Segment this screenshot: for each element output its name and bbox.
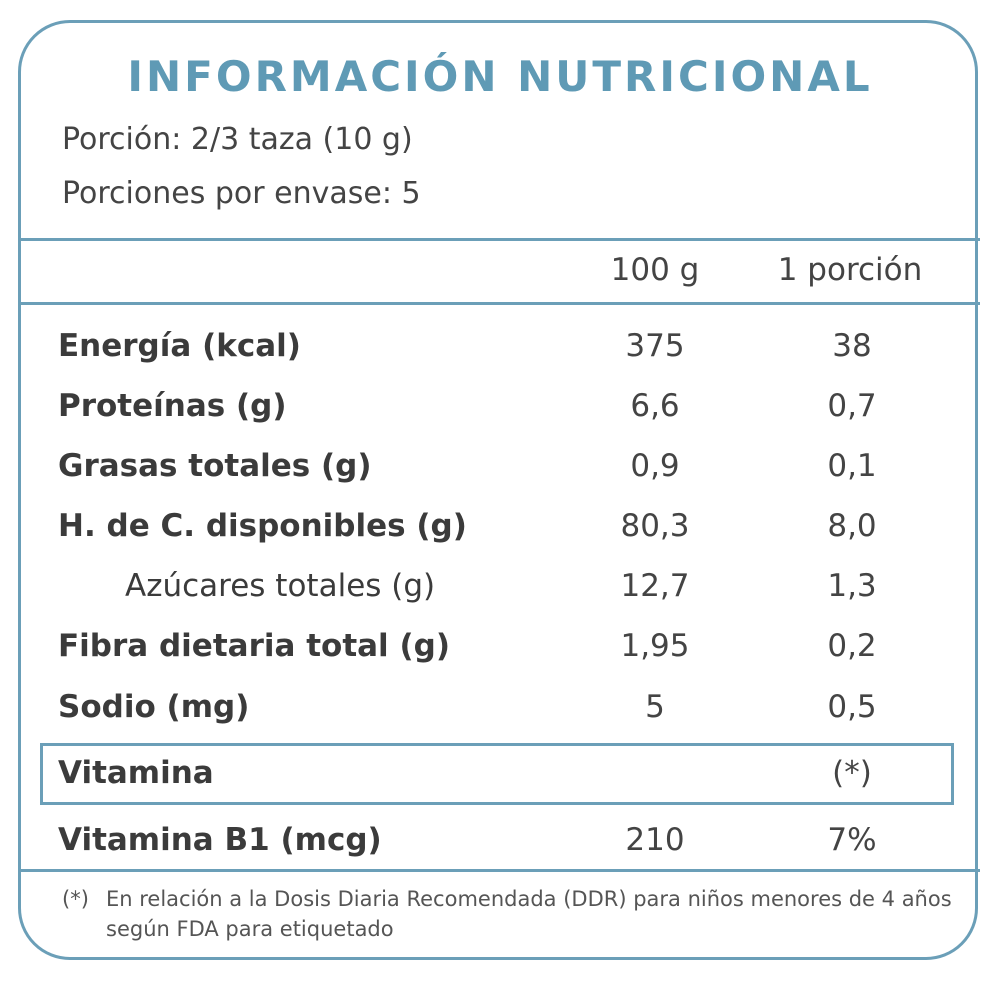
label-frame bbox=[18, 20, 978, 960]
vitamin-row: Vitamina B1 (mcg) 210 7% bbox=[0, 812, 1000, 872]
value-100g: 12,7 bbox=[620, 568, 690, 604]
vitamin-header-label: Vitamina bbox=[58, 755, 214, 791]
nutrient-label: Energía (kcal) bbox=[58, 328, 301, 364]
divider bbox=[18, 238, 980, 241]
nutrient-row: Grasas totales (g) 0,9 0,1 bbox=[0, 438, 1000, 498]
value-100g: 0,9 bbox=[630, 448, 680, 484]
nutrient-label: H. de C. disponibles (g) bbox=[58, 508, 467, 544]
value-100g: 6,6 bbox=[630, 388, 680, 424]
value-100g: 5 bbox=[645, 689, 665, 725]
value-100g: 80,3 bbox=[620, 508, 690, 544]
value-portion: 8,0 bbox=[827, 508, 877, 544]
divider bbox=[18, 869, 980, 872]
value-portion: 38 bbox=[832, 328, 872, 364]
column-header-100g: 100 g bbox=[610, 252, 700, 288]
label-title: INFORMACIÓN NUTRICIONAL bbox=[127, 52, 873, 101]
divider bbox=[18, 302, 980, 305]
value-portion: 0,2 bbox=[827, 628, 877, 664]
value-portion: 7% bbox=[827, 822, 877, 858]
nutrient-subrow: Azúcares totales (g) 12,7 1,3 bbox=[0, 558, 1000, 618]
vitamin-header-note: (*) bbox=[832, 755, 872, 791]
value-100g: 1,95 bbox=[620, 628, 690, 664]
vitamin-header-row: Vitamina (*) bbox=[0, 745, 1000, 805]
nutrient-label: Vitamina B1 (mcg) bbox=[58, 822, 382, 858]
nutrient-row: Sodio (mg) 5 0,5 bbox=[0, 679, 1000, 739]
nutrient-row: H. de C. disponibles (g) 80,3 8,0 bbox=[0, 498, 1000, 558]
footnote-marker: (*) bbox=[62, 887, 89, 911]
nutrient-row: Energía (kcal) 375 38 bbox=[0, 318, 1000, 378]
nutrient-label: Sodio (mg) bbox=[58, 689, 250, 725]
nutrient-label: Proteínas (g) bbox=[58, 388, 287, 424]
value-portion: 0,1 bbox=[827, 448, 877, 484]
value-portion: 0,7 bbox=[827, 388, 877, 424]
value-100g: 210 bbox=[625, 822, 685, 858]
nutrient-row: Fibra dietaria total (g) 1,95 0,2 bbox=[0, 618, 1000, 678]
servings-per-package: Porciones por envase: 5 bbox=[62, 176, 421, 211]
serving-size: Porción: 2/3 taza (10 g) bbox=[62, 122, 413, 157]
value-portion: 0,5 bbox=[827, 689, 877, 725]
nutrient-label: Grasas totales (g) bbox=[58, 448, 372, 484]
value-100g: 375 bbox=[625, 328, 685, 364]
nutrient-label: Azúcares totales (g) bbox=[125, 568, 436, 604]
vitamin-header-box bbox=[40, 743, 954, 805]
nutrient-label: Fibra dietaria total (g) bbox=[58, 628, 450, 664]
nutrient-row: Proteínas (g) 6,6 0,7 bbox=[0, 378, 1000, 438]
column-header-portion: 1 porción bbox=[777, 252, 923, 288]
footnote-text: En relación a la Dosis Diaria Recomendad… bbox=[106, 887, 952, 941]
value-portion: 1,3 bbox=[827, 568, 877, 604]
